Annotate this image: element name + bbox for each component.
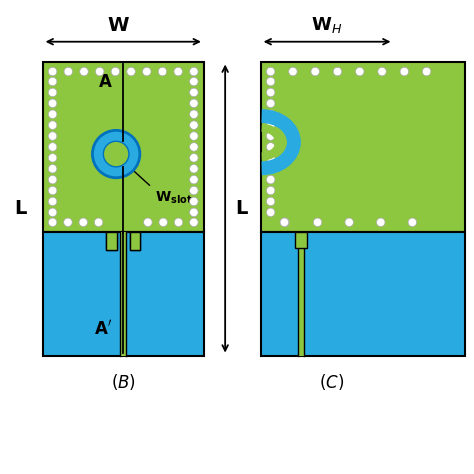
Bar xyxy=(261,62,465,232)
Circle shape xyxy=(266,143,275,151)
Circle shape xyxy=(400,67,409,76)
Circle shape xyxy=(422,67,431,76)
Circle shape xyxy=(190,143,198,151)
Circle shape xyxy=(48,88,57,97)
Circle shape xyxy=(159,218,167,227)
Circle shape xyxy=(266,154,275,162)
Circle shape xyxy=(103,141,129,167)
Bar xyxy=(130,232,140,250)
Bar xyxy=(130,232,140,250)
Circle shape xyxy=(280,218,289,227)
Circle shape xyxy=(281,218,289,227)
Circle shape xyxy=(190,208,198,217)
Circle shape xyxy=(94,218,103,227)
Circle shape xyxy=(48,186,57,195)
Bar xyxy=(298,232,304,356)
Circle shape xyxy=(48,132,57,140)
Circle shape xyxy=(48,121,57,129)
Bar xyxy=(295,232,307,248)
Circle shape xyxy=(64,67,73,76)
Circle shape xyxy=(80,67,88,76)
Circle shape xyxy=(266,175,275,184)
Bar xyxy=(106,232,117,250)
Circle shape xyxy=(48,208,57,217)
Text: $\mathbf{W}$: $\mathbf{W}$ xyxy=(107,16,130,35)
Circle shape xyxy=(48,154,57,162)
Bar xyxy=(43,232,204,356)
Circle shape xyxy=(311,67,319,76)
Circle shape xyxy=(266,110,275,118)
Circle shape xyxy=(289,67,297,76)
Circle shape xyxy=(111,67,119,76)
Text: $\mathbf{W}_H$: $\mathbf{W}_H$ xyxy=(311,15,343,35)
Text: $(B)$: $(B)$ xyxy=(111,372,136,392)
Circle shape xyxy=(356,67,364,76)
Circle shape xyxy=(144,218,152,227)
Circle shape xyxy=(281,218,289,227)
Circle shape xyxy=(48,164,57,173)
Bar xyxy=(43,62,204,232)
Bar xyxy=(106,232,117,250)
Circle shape xyxy=(190,88,198,97)
Text: $\mathbf{A}$: $\mathbf{A}$ xyxy=(98,73,113,91)
Circle shape xyxy=(174,218,183,227)
Circle shape xyxy=(158,67,167,76)
Bar xyxy=(130,232,140,250)
Circle shape xyxy=(266,121,275,129)
Circle shape xyxy=(48,143,57,151)
Circle shape xyxy=(190,218,198,227)
Circle shape xyxy=(190,175,198,184)
Text: $\mathbf{W}_{\mathbf{slot}}$: $\mathbf{W}_{\mathbf{slot}}$ xyxy=(155,190,192,207)
Circle shape xyxy=(266,197,275,206)
Bar xyxy=(120,232,126,356)
Circle shape xyxy=(48,67,57,76)
Circle shape xyxy=(376,218,385,227)
Circle shape xyxy=(266,77,275,86)
Circle shape xyxy=(190,110,198,118)
Circle shape xyxy=(64,218,72,227)
Circle shape xyxy=(48,175,57,184)
Circle shape xyxy=(95,67,104,76)
Circle shape xyxy=(266,208,275,217)
Text: $\mathbf{L}$: $\mathbf{L}$ xyxy=(14,199,28,218)
Circle shape xyxy=(408,218,417,227)
Circle shape xyxy=(190,67,198,76)
Circle shape xyxy=(92,130,140,178)
Text: $\mathbf{A'}$: $\mathbf{A'}$ xyxy=(94,320,112,339)
Circle shape xyxy=(48,218,57,227)
Circle shape xyxy=(190,99,198,108)
Circle shape xyxy=(48,99,57,108)
Circle shape xyxy=(127,67,136,76)
Circle shape xyxy=(190,197,198,206)
Circle shape xyxy=(143,67,151,76)
Circle shape xyxy=(266,132,275,140)
Bar xyxy=(261,232,465,356)
Circle shape xyxy=(190,186,198,195)
Circle shape xyxy=(378,67,386,76)
Circle shape xyxy=(266,88,275,97)
Circle shape xyxy=(333,67,342,76)
Circle shape xyxy=(190,132,198,140)
Circle shape xyxy=(345,218,354,227)
Circle shape xyxy=(48,197,57,206)
Circle shape xyxy=(266,186,275,195)
Circle shape xyxy=(48,77,57,86)
Circle shape xyxy=(190,121,198,129)
Circle shape xyxy=(174,67,182,76)
Circle shape xyxy=(190,77,198,86)
Circle shape xyxy=(313,218,322,227)
Circle shape xyxy=(266,67,275,76)
Text: $(C)$: $(C)$ xyxy=(319,372,345,392)
Circle shape xyxy=(79,218,88,227)
Circle shape xyxy=(266,164,275,173)
Circle shape xyxy=(48,110,57,118)
Bar xyxy=(106,232,117,250)
Circle shape xyxy=(190,164,198,173)
Circle shape xyxy=(190,154,198,162)
Text: $\mathbf{L}$: $\mathbf{L}$ xyxy=(235,199,248,218)
Circle shape xyxy=(266,99,275,108)
